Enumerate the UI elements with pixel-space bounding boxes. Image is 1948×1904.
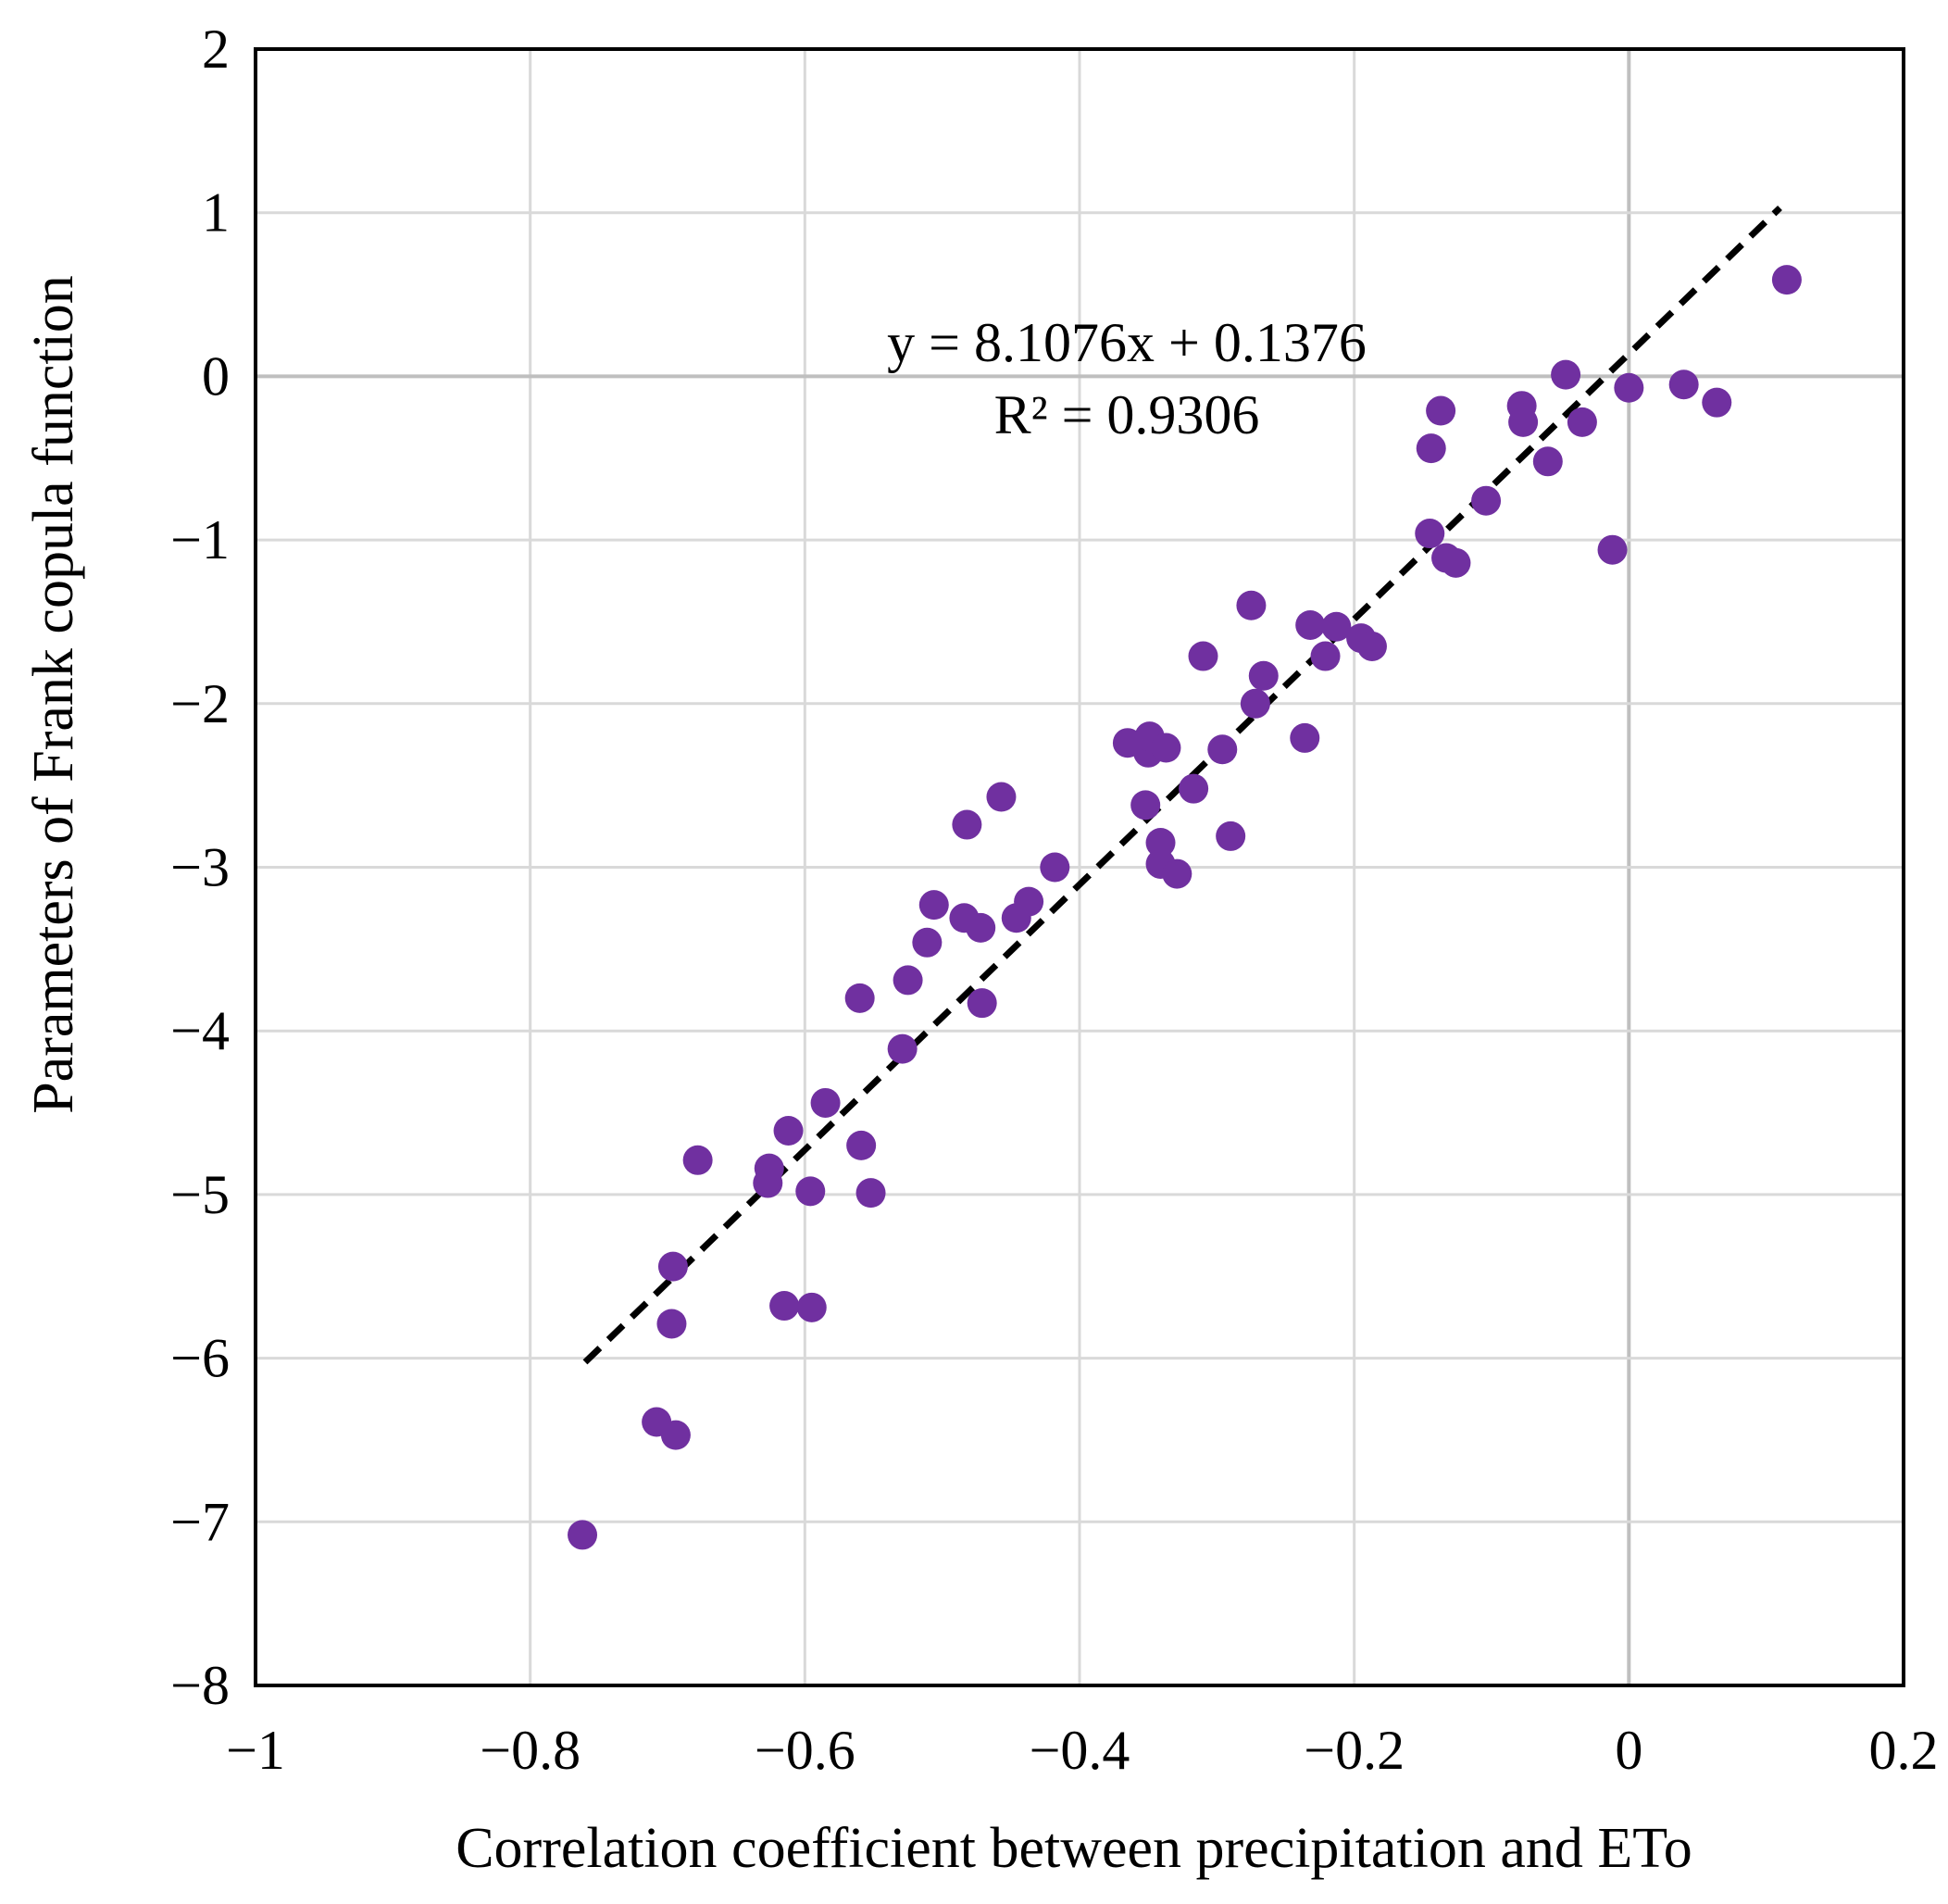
data-point bbox=[796, 1292, 827, 1322]
data-point bbox=[855, 1178, 886, 1209]
data-point bbox=[1240, 688, 1270, 719]
data-point bbox=[657, 1251, 688, 1282]
y-tick-label: −2 bbox=[170, 673, 230, 734]
y-tick-label: 2 bbox=[202, 19, 230, 80]
x-axis-title: Correlation coefficient between precipit… bbox=[456, 1817, 1692, 1880]
data-point bbox=[1426, 395, 1456, 426]
data-point bbox=[1290, 722, 1320, 753]
data-point bbox=[1356, 631, 1387, 661]
data-point bbox=[1668, 370, 1699, 400]
y-axis-title: Parameters of Frank copula function bbox=[22, 275, 85, 1114]
data-point bbox=[887, 1033, 918, 1064]
trendline-layer bbox=[582, 205, 1782, 1365]
y-tick-label: 0 bbox=[202, 345, 230, 407]
plot-frame bbox=[254, 47, 1905, 1687]
y-tick-label: 1 bbox=[202, 182, 230, 244]
data-point bbox=[1040, 852, 1070, 883]
data-point bbox=[846, 1130, 877, 1160]
trendline bbox=[582, 205, 1782, 1365]
data-point bbox=[656, 1309, 687, 1339]
data-point bbox=[967, 988, 997, 1019]
data-point bbox=[1415, 519, 1445, 549]
data-point bbox=[1207, 734, 1238, 765]
r-squared-label: R² = 0.9306 bbox=[994, 384, 1260, 445]
y-tick-label: −6 bbox=[170, 1328, 230, 1389]
data-point bbox=[1236, 590, 1267, 620]
data-point bbox=[769, 1291, 800, 1322]
data-point bbox=[952, 809, 982, 840]
x-tick-label: −0.2 bbox=[1304, 1720, 1405, 1781]
data-point bbox=[682, 1145, 713, 1175]
x-tick-label: −0.8 bbox=[480, 1720, 581, 1781]
data-point bbox=[1597, 534, 1628, 565]
x-tick-label: −1 bbox=[226, 1720, 285, 1781]
x-tick-labels: −1 −0.8 −0.6 −0.4 −0.2 0 0.2 bbox=[226, 1720, 1938, 1781]
y-tick-label: −3 bbox=[170, 837, 230, 898]
y-tick-label: −8 bbox=[170, 1655, 230, 1716]
x-tick-label: −0.4 bbox=[1030, 1720, 1130, 1781]
data-point bbox=[1551, 359, 1581, 390]
data-point bbox=[893, 965, 923, 996]
data-point bbox=[795, 1176, 826, 1207]
data-point bbox=[1179, 773, 1209, 804]
data-point bbox=[753, 1168, 783, 1198]
data-point bbox=[1702, 387, 1732, 418]
data-point bbox=[810, 1087, 841, 1118]
data-point bbox=[1441, 547, 1471, 578]
data-point bbox=[986, 782, 1017, 812]
data-point bbox=[1567, 407, 1597, 437]
data-point bbox=[1145, 827, 1176, 858]
data-point bbox=[568, 1520, 598, 1550]
y-tick-label: −5 bbox=[170, 1164, 230, 1225]
grid-lines bbox=[254, 47, 1905, 1687]
data-point bbox=[918, 890, 949, 921]
y-tick-label: −7 bbox=[170, 1491, 230, 1552]
data-point bbox=[912, 927, 943, 958]
data-point bbox=[1216, 820, 1246, 851]
trendline-equation: y = 8.1076x + 0.1376 bbox=[887, 312, 1367, 373]
data-point bbox=[1014, 886, 1044, 917]
data-point bbox=[844, 983, 875, 1013]
data-point bbox=[1771, 265, 1802, 295]
data-point bbox=[1162, 858, 1193, 889]
data-point bbox=[660, 1420, 691, 1450]
data-point bbox=[1532, 446, 1563, 477]
data-points bbox=[568, 265, 1802, 1550]
data-point bbox=[1151, 733, 1181, 763]
data-point bbox=[1416, 433, 1446, 464]
x-tick-label: 0 bbox=[1615, 1720, 1642, 1781]
data-point bbox=[1188, 641, 1218, 671]
data-point bbox=[1471, 485, 1502, 516]
x-tick-label: 0.2 bbox=[1869, 1720, 1939, 1781]
data-point bbox=[1508, 407, 1539, 437]
y-tick-label: −4 bbox=[170, 1000, 230, 1061]
data-point bbox=[1614, 372, 1644, 403]
data-point bbox=[1248, 660, 1279, 691]
data-point bbox=[1310, 641, 1341, 671]
data-point bbox=[773, 1115, 804, 1146]
data-point bbox=[1321, 611, 1352, 642]
x-tick-label: −0.6 bbox=[755, 1720, 855, 1781]
data-point bbox=[1130, 790, 1161, 820]
data-point bbox=[966, 912, 996, 943]
y-tick-label: −1 bbox=[170, 509, 230, 570]
y-tick-labels: −8 −7 −6 −5 −4 −3 −2 −1 0 1 2 bbox=[170, 19, 230, 1716]
data-point bbox=[1295, 609, 1326, 640]
